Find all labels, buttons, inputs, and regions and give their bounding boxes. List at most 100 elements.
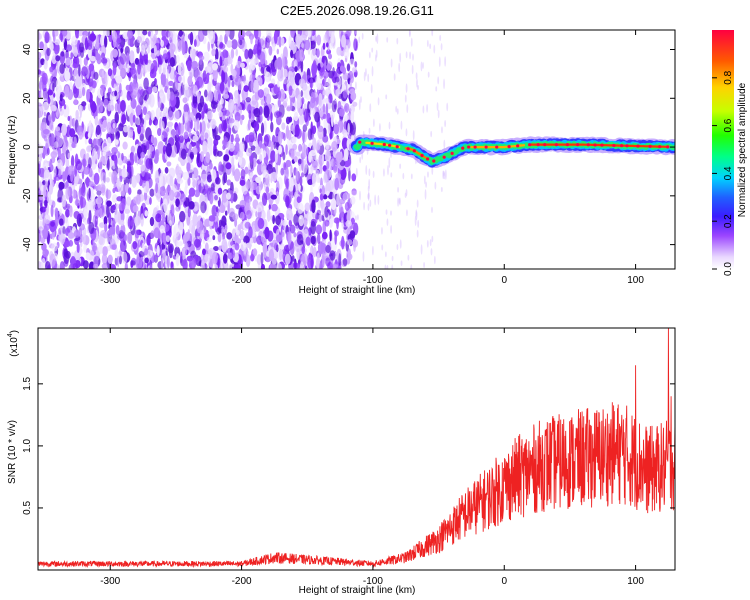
noise-speck [434,181,437,190]
noise-speck [334,231,337,245]
noise-speck [148,119,152,126]
noise-speck [234,264,241,269]
noise-speck [344,114,349,121]
noise-speck [286,106,292,112]
noise-speck [406,104,409,114]
noise-speck [173,223,180,237]
noise-speck [105,177,110,183]
noise-speck [296,94,302,109]
noise-speck [416,78,418,88]
noise-speck [154,170,160,184]
noise-speck [121,168,128,178]
noise-speck [136,35,142,44]
noise-speck [372,118,375,128]
noise-speck [200,108,205,121]
noise-speck [245,209,252,220]
noise-speck [165,143,173,157]
heatmap-signal-ridge [348,134,675,168]
noise-speck [325,257,331,267]
noise-speck [100,229,107,238]
noise-speck [127,30,133,39]
noise-speck [175,126,180,138]
noise-speck [397,187,399,193]
noise-speck [93,138,100,152]
noise-speck [207,122,210,129]
noise-speck [169,57,176,68]
noise-speck [208,229,215,236]
noise-speck [238,156,243,166]
noise-speck [386,218,389,226]
ridge-peak-dot [536,143,540,147]
noise-speck [67,124,70,131]
noise-speck [51,242,58,252]
noise-speck [134,152,138,164]
noise-speck [61,194,67,207]
snr-x-tick-label: 100 [627,576,644,587]
noise-speck [189,151,194,159]
noise-speck [38,106,42,119]
noise-speck [282,68,288,79]
heatmap-x-ticks: -300 -200 -100 0 100 [100,30,644,286]
noise-speck [290,97,293,111]
noise-speck [178,204,181,210]
noise-speck [168,189,175,201]
noise-speck [399,163,402,169]
noise-speck [396,108,399,115]
noise-speck [140,164,146,172]
noise-speck [265,37,270,49]
noise-speck [62,171,67,183]
noise-speck [349,58,355,66]
noise-speck [422,105,425,114]
noise-speck [178,135,184,144]
noise-speck [68,165,72,177]
noise-speck [38,224,44,231]
noise-speck [349,79,353,88]
noise-speck [340,206,344,221]
noise-speck [88,167,93,178]
noise-speck [281,54,285,68]
noise-speck [111,48,119,58]
noise-speck [184,243,188,255]
noise-speck [199,121,203,135]
ridge-peak-dot [528,143,532,147]
noise-speck [280,167,285,176]
noise-speck [197,30,205,42]
noise-speck [130,98,137,109]
noise-speck [344,148,349,161]
ridge-peak-dot [426,157,430,161]
noise-speck [144,171,151,182]
noise-speck [284,166,289,180]
ridge-peak-dot [467,145,471,149]
noise-speck [206,174,213,183]
noise-speck [268,248,275,262]
noise-speck [162,67,166,75]
noise-speck [149,264,153,269]
noise-speck [431,235,434,243]
chart-title: C2E5.2026.098.19.26.G11 [280,3,434,18]
noise-speck [342,89,348,99]
noise-speck [157,106,161,117]
noise-speck [163,198,168,213]
noise-speck [113,151,117,165]
noise-speck [223,172,228,184]
noise-speck [324,97,330,104]
noise-speck [331,100,337,113]
noise-speck [227,76,231,88]
noise-speck [218,49,222,57]
noise-speck [322,127,327,137]
noise-speck [126,196,132,206]
noise-speck [101,253,108,265]
noise-speck [411,64,414,75]
noise-speck [78,131,83,140]
noise-speck [116,37,122,44]
noise-speck [325,244,331,254]
noise-speck [350,121,356,136]
noise-speck [223,137,229,149]
noise-speck [269,263,277,269]
noise-speck [150,62,155,75]
noise-speck [440,43,443,51]
noise-speck [326,49,332,55]
noise-speck [84,131,89,140]
noise-speck [254,145,261,155]
